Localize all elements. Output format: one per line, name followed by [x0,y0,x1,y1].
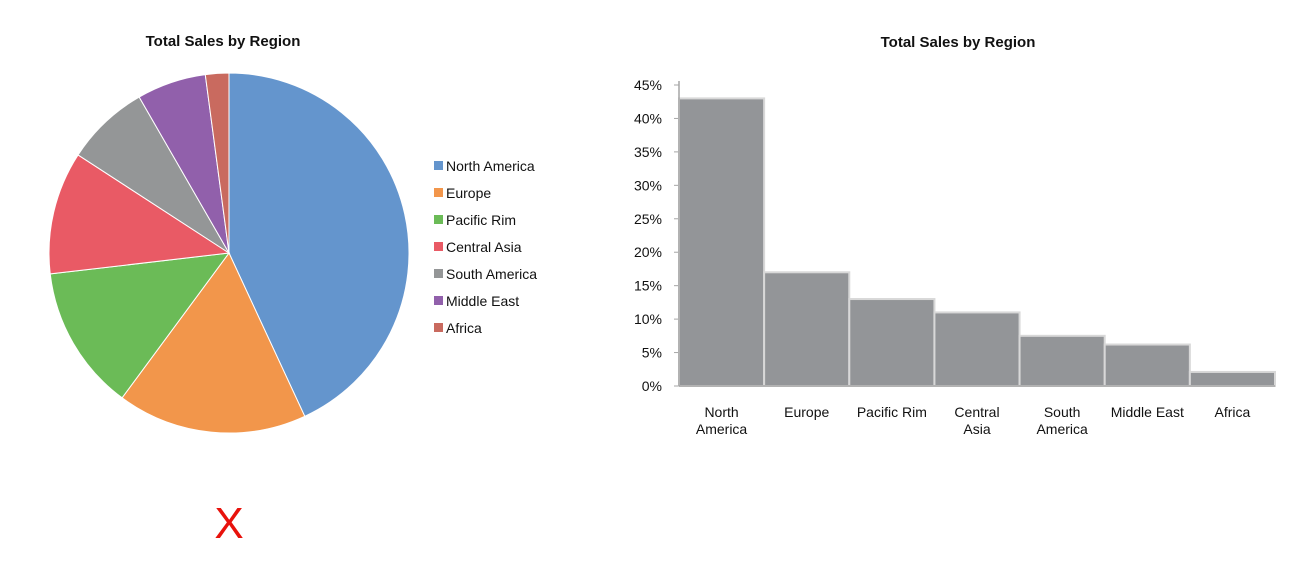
legend-swatch-pacific-rim [434,215,443,224]
legend-label-south-america: South America [446,266,537,282]
x-tick-label-north-america: North America [696,404,748,437]
x-tick-label-south-america: South America [1036,404,1088,437]
legend-label-europe: Europe [446,185,491,201]
y-tick-label: 45% [634,77,662,93]
legend-swatch-middle-east [434,296,443,305]
bar-africa [1188,370,1276,388]
legend-swatch-south-america [434,269,443,278]
x-tick-label-middle-east: Middle East [1111,404,1184,420]
x-tick-label-africa: Africa [1215,404,1251,420]
y-tick-label: 40% [634,110,662,126]
legend-label-pacific-rim: Pacific Rim [446,212,516,228]
y-tick-label: 10% [634,311,662,327]
y-tick-label: 0% [642,378,662,394]
legend-swatch-central-asia [434,242,443,251]
bar-chart-title: Total Sales by Region [881,34,1036,51]
legend-swatch-africa [434,323,443,332]
y-tick-label: 20% [634,244,662,260]
y-tick-label: 5% [642,345,662,361]
pie-chart: Total Sales by Region North America Europ… [48,33,537,434]
pie-slices [48,72,410,434]
pie-slice-pacific-rim [49,252,231,399]
bar-x-axis: North America Europe Pacific Rim Central Asia… [696,404,1251,437]
bar-pacific-rim [848,298,936,388]
y-tick-label: 35% [634,144,662,160]
pie-slice-north-america [228,72,410,417]
pie-legend: North America Europe Pacific Rim Central As… [434,158,537,336]
legend-label-africa: Africa [446,320,482,336]
legend-label-north-america: North America [446,158,535,174]
x-tick-label-central-asia: Central Asia [954,404,999,437]
bar-y-axis: 0% 5% 10% 15% 20% 25% 30% 35% 40% 45% [634,77,679,394]
bar-middle-east [1103,343,1191,387]
red-x-mark: X [214,499,243,548]
bar-chart: Total Sales by Region 0% 5% 10% 15% 20% 25% 30… [634,34,1276,437]
y-tick-label: 30% [634,177,662,193]
pie-slice-africa [204,72,230,254]
pie-slice-central-asia [48,154,231,275]
y-tick-label: 25% [634,211,662,227]
bar-north-america [678,97,766,387]
legend-label-central-asia: Central Asia [446,239,522,255]
y-tick-label: 15% [634,278,662,294]
x-tick-label-pacific-rim: Pacific Rim [857,404,927,420]
bar-series [678,97,1276,388]
bar-central-asia [933,311,1021,388]
pie-chart-title: Total Sales by Region [146,33,301,50]
x-tick-label-europe: Europe [784,404,829,420]
bar-europe [763,271,851,388]
legend-swatch-north-america [434,161,443,170]
legend-label-middle-east: Middle East [446,293,519,309]
bar-south-america [1018,334,1106,387]
pie-slice-europe [121,252,306,434]
legend-swatch-europe [434,188,443,197]
